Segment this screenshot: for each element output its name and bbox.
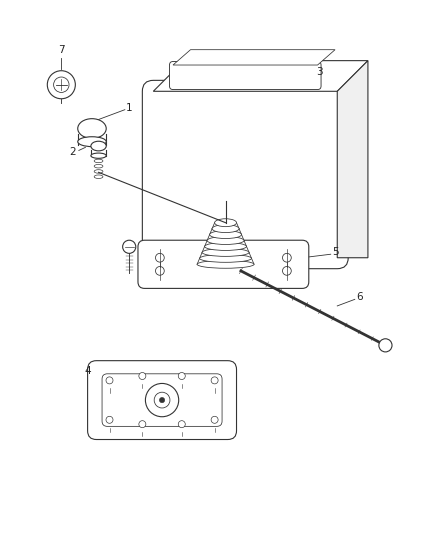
Circle shape [139,373,146,379]
Text: 4: 4 [84,366,91,376]
Circle shape [123,240,136,253]
Ellipse shape [202,248,249,256]
Circle shape [139,421,146,427]
Ellipse shape [207,237,244,245]
Circle shape [106,377,113,384]
Ellipse shape [78,119,106,139]
Ellipse shape [91,153,106,158]
Text: 1: 1 [126,103,133,113]
Circle shape [211,416,218,423]
Circle shape [178,373,185,379]
Circle shape [178,421,185,427]
Circle shape [154,392,170,408]
Text: 6: 6 [356,292,363,302]
Circle shape [211,377,218,384]
Ellipse shape [212,225,239,232]
FancyBboxPatch shape [142,80,348,269]
Circle shape [47,71,75,99]
Ellipse shape [197,260,254,268]
Circle shape [159,398,165,403]
Ellipse shape [210,231,241,239]
FancyBboxPatch shape [170,61,321,90]
Circle shape [145,383,179,417]
Circle shape [155,253,164,262]
Text: 3: 3 [316,67,323,77]
Text: 7: 7 [58,45,65,55]
Ellipse shape [200,254,251,262]
Circle shape [283,253,291,262]
Text: 2: 2 [69,147,76,157]
Text: 5: 5 [332,247,339,257]
Polygon shape [173,50,335,65]
Circle shape [106,416,113,423]
Ellipse shape [78,137,106,147]
Circle shape [155,266,164,275]
FancyBboxPatch shape [138,240,309,288]
Circle shape [283,266,291,275]
Circle shape [53,77,69,92]
Ellipse shape [205,243,247,251]
FancyBboxPatch shape [88,361,237,440]
Ellipse shape [215,219,237,227]
Ellipse shape [91,141,106,151]
Circle shape [379,339,392,352]
FancyBboxPatch shape [102,374,222,426]
Polygon shape [337,61,368,258]
Polygon shape [153,61,368,91]
